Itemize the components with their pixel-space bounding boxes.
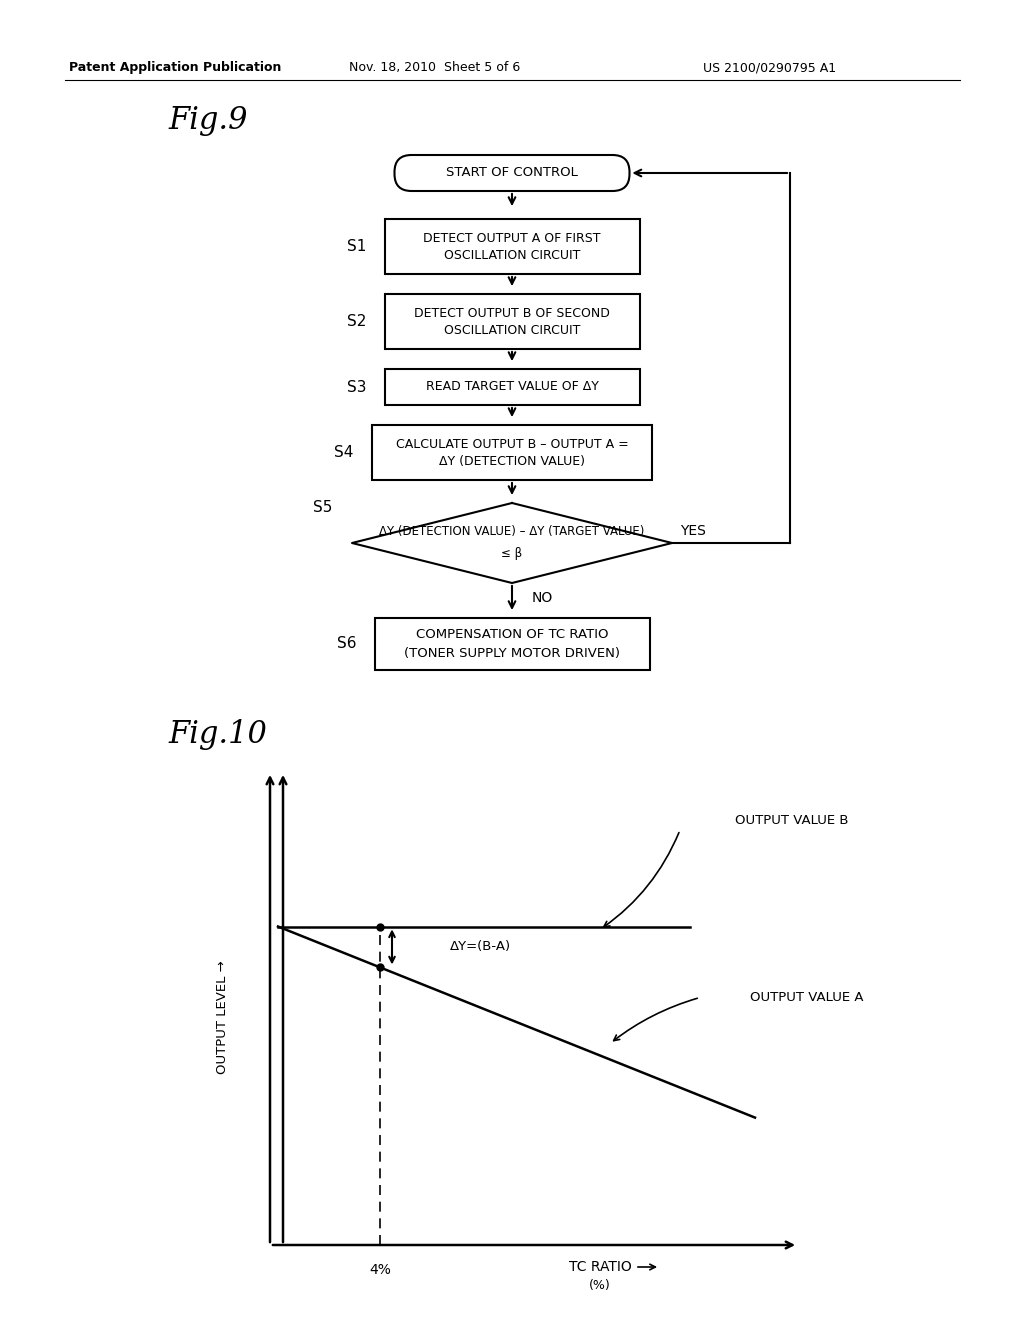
Text: OUTPUT LEVEL →: OUTPUT LEVEL →	[215, 961, 228, 1074]
Text: (%): (%)	[589, 1279, 611, 1291]
Text: DETECT OUTPUT B OF SECOND: DETECT OUTPUT B OF SECOND	[414, 308, 610, 319]
Text: START OF CONTROL: START OF CONTROL	[446, 166, 578, 180]
Text: Fig.9: Fig.9	[168, 104, 248, 136]
Text: YES: YES	[680, 524, 706, 539]
Text: S6: S6	[337, 636, 356, 652]
Text: ΔY=(B-A): ΔY=(B-A)	[450, 940, 511, 953]
Bar	[384, 219, 640, 275]
Text: NO: NO	[532, 591, 553, 605]
Text: Nov. 18, 2010  Sheet 5 of 6: Nov. 18, 2010 Sheet 5 of 6	[349, 62, 520, 74]
Text: S3: S3	[347, 380, 367, 395]
Text: OSCILLATION CIRCUIT: OSCILLATION CIRCUIT	[443, 323, 581, 337]
Text: (TONER SUPPLY MOTOR DRIVEN): (TONER SUPPLY MOTOR DRIVEN)	[404, 647, 620, 660]
Text: OSCILLATION CIRCUIT: OSCILLATION CIRCUIT	[443, 249, 581, 261]
Text: TC RATIO: TC RATIO	[568, 1261, 632, 1274]
FancyBboxPatch shape	[394, 154, 630, 191]
Text: S1: S1	[347, 239, 367, 253]
Text: COMPENSATION OF TC RATIO: COMPENSATION OF TC RATIO	[416, 628, 608, 642]
Text: Fig.10: Fig.10	[168, 719, 267, 751]
Text: ΔY (DETECTION VALUE) – ΔY (TARGET VALUE): ΔY (DETECTION VALUE) – ΔY (TARGET VALUE)	[379, 524, 645, 537]
Text: S4: S4	[334, 445, 353, 459]
Text: S5: S5	[312, 500, 332, 516]
Text: ≤ β: ≤ β	[502, 546, 522, 560]
Bar	[372, 425, 652, 480]
Text: OUTPUT VALUE B: OUTPUT VALUE B	[735, 813, 849, 826]
Text: CALCULATE OUTPUT B – OUTPUT A =: CALCULATE OUTPUT B – OUTPUT A =	[395, 438, 629, 451]
Bar	[384, 370, 640, 405]
Text: DETECT OUTPUT A OF FIRST: DETECT OUTPUT A OF FIRST	[423, 232, 601, 246]
Text: S2: S2	[347, 314, 367, 329]
Text: ΔY (DETECTION VALUE): ΔY (DETECTION VALUE)	[439, 455, 585, 469]
Text: OUTPUT VALUE A: OUTPUT VALUE A	[750, 991, 863, 1005]
Bar	[384, 294, 640, 348]
Text: Patent Application Publication: Patent Application Publication	[69, 62, 282, 74]
Text: 4%: 4%	[369, 1263, 391, 1276]
Text: US 2100/0290795 A1: US 2100/0290795 A1	[703, 62, 837, 74]
Bar	[375, 618, 649, 671]
Text: READ TARGET VALUE OF ΔY: READ TARGET VALUE OF ΔY	[426, 380, 598, 393]
